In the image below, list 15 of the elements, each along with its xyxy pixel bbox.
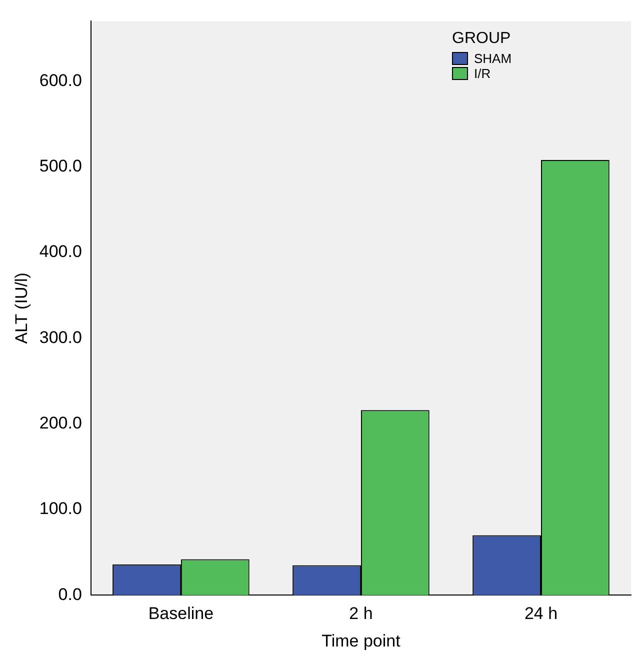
legend-label: SHAM xyxy=(474,51,512,66)
legend-label: I/R xyxy=(474,66,491,81)
legend-title: GROUP xyxy=(452,30,512,48)
x-tick-label: Baseline xyxy=(148,604,214,624)
y-tick-label: 200.0 xyxy=(39,414,82,433)
x-tick-label: 2 h xyxy=(349,604,373,624)
y-tick-label: 500.0 xyxy=(39,156,82,176)
y-tick-label: 600.0 xyxy=(39,70,82,90)
y-tick-label: 300.0 xyxy=(39,328,82,347)
y-axis-title: ALT (IU/l) xyxy=(12,272,31,344)
y-tick-label: 400.0 xyxy=(39,242,82,262)
y-tick-label: 0.0 xyxy=(58,584,82,604)
x-tick-label: 24 h xyxy=(524,604,558,624)
x-axis-title: Time point xyxy=(322,631,401,650)
y-tick-label: 100.0 xyxy=(39,499,82,518)
